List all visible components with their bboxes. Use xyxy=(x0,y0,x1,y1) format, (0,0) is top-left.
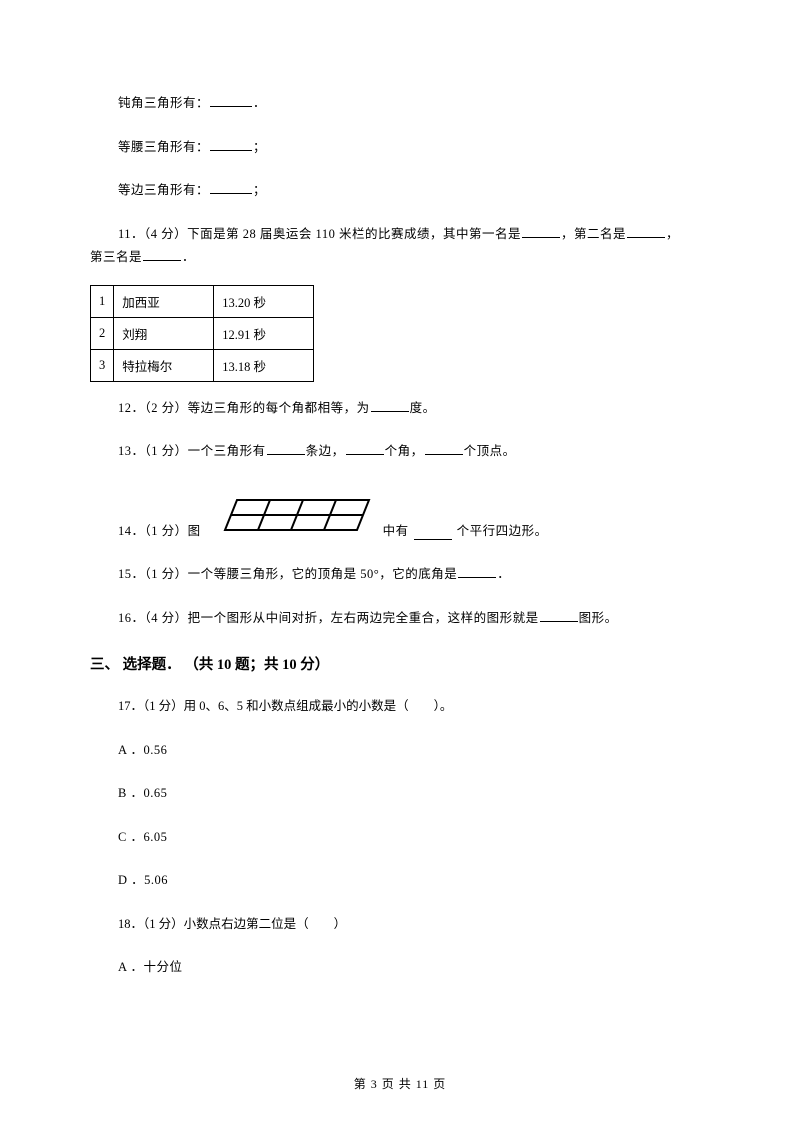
text: 中有 xyxy=(383,523,409,541)
q12: 12．（2 分）等边三角形的每个角都相等，为 度。 xyxy=(90,400,710,418)
q17-option-c: C ．6.05 xyxy=(90,829,710,847)
text: ． xyxy=(497,567,510,581)
q11-line2: 第三名是 ． xyxy=(90,249,710,267)
blank xyxy=(210,96,252,107)
text: 个角， xyxy=(385,444,424,458)
cell-num: 2 xyxy=(91,317,114,349)
text: ． xyxy=(182,250,195,264)
blank xyxy=(627,226,665,237)
text: 16．（4 分）把一个图形从中间对折，左右两边完全重合，这样的图形就是 xyxy=(118,611,539,625)
page-footer: 第 3 页 共 11 页 xyxy=(0,1075,800,1092)
punct: ； xyxy=(253,140,266,154)
q14: 14．（1 分）图 中有 个平行四边形。 xyxy=(90,495,710,541)
blank xyxy=(540,610,578,621)
text: 图形。 xyxy=(579,611,618,625)
text: ，第二名是 xyxy=(561,227,626,241)
blank xyxy=(346,444,384,455)
q17-option-a: A ．0.56 xyxy=(90,742,710,760)
text: 度。 xyxy=(410,401,436,415)
text: 17．（1 分）用 0、6、5 和小数点组成最小的小数是（ ）。 xyxy=(118,699,452,713)
q18: 18．（1 分）小数点右边第二位是（ ） xyxy=(90,916,710,934)
q13: 13．（1 分）一个三角形有 条边， 个角， 个顶点。 xyxy=(90,443,710,461)
q16: 16．（4 分）把一个图形从中间对折，左右两边完全重合，这样的图形就是 图形。 xyxy=(90,610,710,628)
q17: 17．（1 分）用 0、6、5 和小数点组成最小的小数是（ ）。 xyxy=(90,698,710,716)
text: 18．（1 分）小数点右边第二位是（ ） xyxy=(118,917,346,931)
q10-obtuse: 钝角三角形有： ． xyxy=(90,95,710,113)
section-3-title: 三、 选择题． （共 10 题；共 10 分） xyxy=(90,653,710,674)
text: 13．（1 分）一个三角形有 xyxy=(118,444,266,458)
blank xyxy=(458,567,496,578)
q10-equilateral: 等边三角形有： ； xyxy=(90,182,710,200)
cell-num: 3 xyxy=(91,349,114,381)
table-row: 1 加西亚 13.20 秒 xyxy=(91,285,314,317)
blank xyxy=(414,529,452,540)
cell-name: 加西亚 xyxy=(114,285,214,317)
cell-name: 刘翔 xyxy=(114,317,214,349)
blank xyxy=(267,444,305,455)
q10-isoceles: 等腰三角形有： ； xyxy=(90,139,710,157)
text: 条边， xyxy=(306,444,345,458)
cell-num: 1 xyxy=(91,285,114,317)
blank xyxy=(210,139,252,150)
q11-line1: 11．（4 分）下面是第 28 届奥运会 110 米栏的比赛成绩，其中第一名是 ，… xyxy=(90,226,710,244)
cell-time: 13.20 秒 xyxy=(214,285,314,317)
blank xyxy=(522,226,560,237)
blank xyxy=(371,400,409,411)
text: 第三名是 xyxy=(90,250,142,264)
q17-option-b: B ．0.65 xyxy=(90,785,710,803)
parallelogram-grid-icon xyxy=(207,495,377,541)
cell-time: 13.18 秒 xyxy=(214,349,314,381)
cell-name: 特拉梅尔 xyxy=(114,349,214,381)
punct: ． xyxy=(253,96,266,110)
table-row: 2 刘翔 12.91 秒 xyxy=(91,317,314,349)
blank xyxy=(143,250,181,261)
blank xyxy=(425,444,463,455)
text: 钝角三角形有： xyxy=(118,96,209,110)
q18-option-a: A ．十分位 xyxy=(90,959,710,977)
text: 12．（2 分）等边三角形的每个角都相等，为 xyxy=(118,401,370,415)
cell-time: 12.91 秒 xyxy=(214,317,314,349)
text: ， xyxy=(666,227,679,241)
table-row: 3 特拉梅尔 13.18 秒 xyxy=(91,349,314,381)
results-table: 1 加西亚 13.20 秒 2 刘翔 12.91 秒 3 特拉梅尔 13.18 … xyxy=(90,285,314,382)
text: 个平行四边形。 xyxy=(457,523,548,541)
page-content: 钝角三角形有： ． 等腰三角形有： ； 等边三角形有： ； 11．（4 分）下面是第 … xyxy=(0,0,800,977)
q17-option-d: D ．5.06 xyxy=(90,872,710,890)
text: 个顶点。 xyxy=(464,444,516,458)
text: 14．（1 分）图 xyxy=(118,523,201,541)
text: 11．（4 分）下面是第 28 届奥运会 110 米栏的比赛成绩，其中第一名是 xyxy=(118,227,521,241)
punct: ； xyxy=(253,183,266,197)
blank xyxy=(210,183,252,194)
text: 15．（1 分）一个等腰三角形，它的顶角是 50°，它的底角是 xyxy=(118,567,457,581)
q15: 15．（1 分）一个等腰三角形，它的顶角是 50°，它的底角是 ． xyxy=(90,566,710,584)
text: 等边三角形有： xyxy=(118,183,209,197)
text: 等腰三角形有： xyxy=(118,140,209,154)
